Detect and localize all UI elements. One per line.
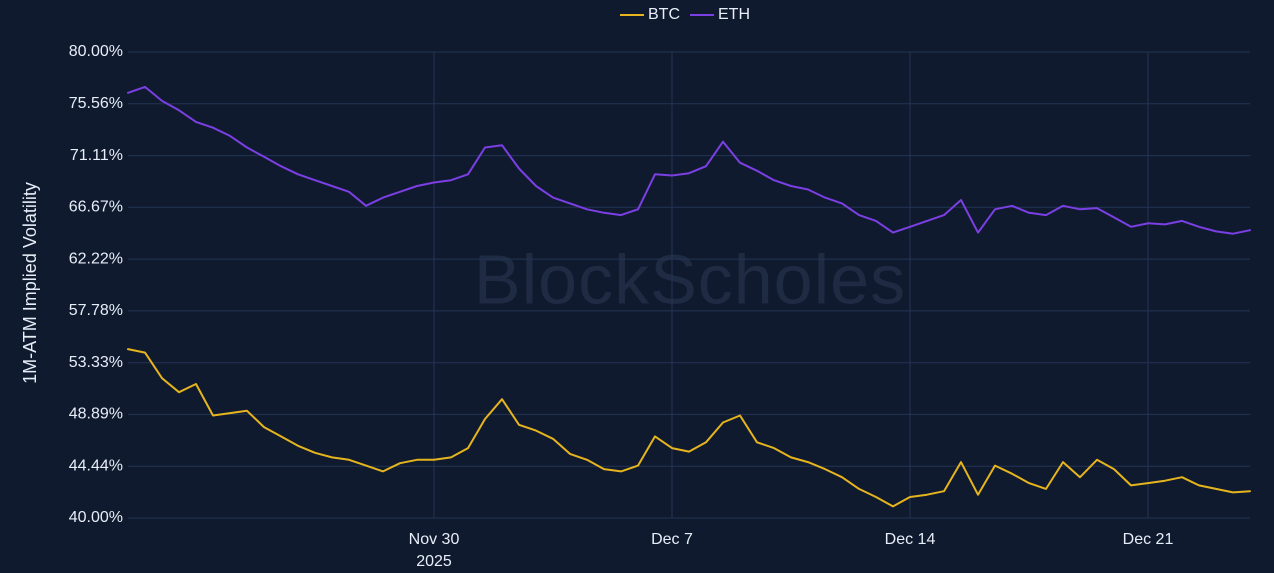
x-tick-sublabel: 2025 <box>416 553 452 568</box>
watermark-layer: BlockScholes <box>474 240 906 318</box>
y-tick-label: 48.89% <box>69 406 123 423</box>
x-tick-label: Dec 7 <box>651 531 693 548</box>
series-line-eth <box>127 85 1251 235</box>
series-layer <box>127 85 1251 508</box>
y-tick-label: 53.33% <box>69 354 123 371</box>
y-axis-title: 1M-ATM Implied Volatility <box>20 182 40 384</box>
x-axis: Nov 30 2025 Dec 7 Dec 14 Dec 21 <box>409 531 1174 570</box>
y-axis: 40.00% 44.44% 48.89% 53.33% 57.78% 62.22% 66.6… <box>69 43 123 526</box>
series-line-btc <box>127 348 1251 508</box>
y-tick-label: 40.00% <box>69 509 123 526</box>
y-tick-label: 57.78% <box>69 302 123 319</box>
y-tick-label: 75.56% <box>69 95 123 112</box>
y-tick-label: 71.11% <box>70 147 123 164</box>
y-tick-label: 80.00% <box>69 43 123 60</box>
y-tick-label: 66.67% <box>69 199 123 216</box>
x-tick-label: Dec 14 <box>885 531 936 548</box>
legend-item-btc[interactable]: BTC <box>620 6 680 23</box>
watermark: BlockScholes <box>474 240 906 318</box>
legend-label: ETH <box>718 6 750 23</box>
legend-label: BTC <box>648 6 680 23</box>
y-tick-label: 44.44% <box>69 457 123 474</box>
x-tick-label: Nov 30 <box>409 531 460 548</box>
legend[interactable]: BTC ETH <box>620 6 750 23</box>
grid <box>128 51 1250 519</box>
legend-item-eth[interactable]: ETH <box>690 6 750 23</box>
y-tick-label: 62.22% <box>69 250 123 267</box>
x-tick-label: Dec 21 <box>1123 531 1174 548</box>
